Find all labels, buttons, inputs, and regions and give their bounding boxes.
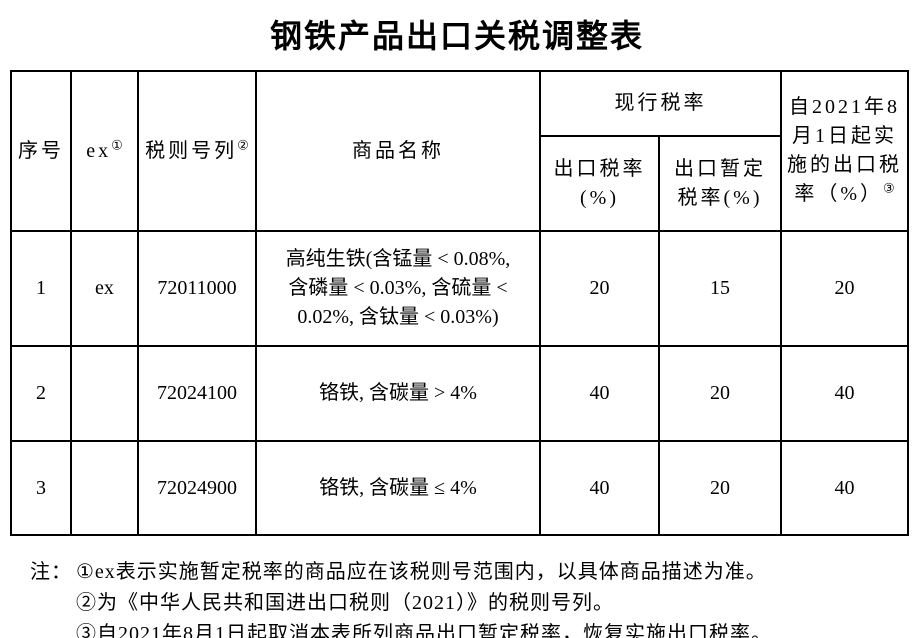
footnote-3-text: ③自2021年8月1日起取消本表所列商品出口暂定税率，恢复实施出口税率。 (76, 623, 772, 638)
footnotes: 注： ①ex表示实施暂定税率的商品应在该税则号范围内，以具体商品描述为准。 ②为… (30, 557, 914, 638)
footnote-indent-spacer (30, 588, 76, 619)
footnote-line-1: 注： ①ex表示实施暂定税率的商品应在该税则号范围内，以具体商品描述为准。 (30, 557, 914, 588)
page-title: 钢铁产品出口关税调整表 (269, 18, 644, 54)
table-row: 3 72024900 铬铁, 含碳量 ≤ 4% 40 20 40 (10, 440, 909, 536)
col-header-seq: 序号 (10, 70, 72, 232)
footnote-ref-3-icon: ③ (883, 180, 895, 196)
cell-seq: 1 (10, 230, 72, 347)
cell-new-rate: 40 (780, 345, 909, 442)
col-header-product-name-label: 商品名称 (352, 139, 444, 162)
document-page: 钢铁产品出口关税调整表 序号 ex① 税则号列② (0, 11, 914, 638)
header-row-sub: 出口税率 (%) 出口暂定 税率(%) (11, 135, 908, 232)
tariff-table: 序号 ex① 税则号列② 商品名称 现行税率 自2021年8 月1日起实 施的出… (10, 70, 909, 536)
cell-new-rate: 20 (780, 230, 909, 347)
col-header-provisional-rate: 出口暂定 税率(%) (658, 135, 782, 232)
cell-export-rate: 40 (539, 345, 660, 442)
header-row-top: 序号 ex① 税则号列② 商品名称 现行税率 自2021年8 月1日起实 施的出… (10, 70, 909, 232)
cell-provisional-rate: 20 (658, 440, 782, 536)
footnote-indent-spacer (30, 619, 76, 638)
col-header-new-rate-label: 自2021年8 月1日起实 施的出口税 率（%） (787, 96, 902, 205)
cell-new-rate: 40 (780, 440, 909, 536)
col-header-seq-label: 序号 (18, 139, 64, 162)
cell-provisional-rate: 15 (658, 230, 782, 347)
footnotes-label: 注： (30, 561, 72, 583)
cell-tariff-code: 72024100 (137, 345, 257, 442)
cell-product-name: 铬铁, 含碳量 > 4% (255, 345, 541, 442)
footnote-ref-1-icon: ① (111, 136, 123, 152)
footnote-line-3: ③自2021年8月1日起取消本表所列商品出口暂定税率，恢复实施出口税率。 (30, 619, 914, 638)
cell-provisional-rate: 20 (658, 345, 782, 442)
col-header-current-rate: 现行税率 (539, 70, 782, 137)
cell-product-name: 高纯生铁(含锰量 < 0.08%, 含磷量 < 0.03%, 含硫量 < 0.0… (255, 230, 541, 347)
cell-tariff-code: 72024900 (137, 440, 257, 536)
cell-ex: ex (70, 230, 139, 347)
cell-tariff-code: 72011000 (137, 230, 257, 347)
footnote-1-text: ①ex表示实施暂定税率的商品应在该税则号范围内，以具体商品描述为准。 (76, 561, 767, 583)
col-header-current-rate-label: 现行税率 (614, 92, 707, 114)
col-header-product-name: 商品名称 (255, 70, 541, 232)
col-header-tariff-code-label: 税则号列 (145, 139, 238, 162)
footnote-line-2: ②为《中华人民共和国进出口税则（2021）》的税则号列。 (30, 588, 914, 619)
cell-export-rate: 40 (539, 440, 660, 536)
col-header-ex: ex① (70, 70, 139, 232)
table-row: 1 ex 72011000 高纯生铁(含锰量 < 0.08%, 含磷量 < 0.… (10, 230, 909, 347)
col-header-export-rate: 出口税率 (%) (539, 135, 660, 232)
cell-product-name: 铬铁, 含碳量 ≤ 4% (255, 440, 541, 536)
cell-seq: 2 (10, 345, 72, 442)
cell-seq: 3 (10, 440, 72, 536)
col-header-tariff-code: 税则号列② (137, 70, 257, 232)
col-header-ex-label: ex (86, 139, 112, 162)
cell-ex (70, 440, 139, 536)
cell-ex (70, 345, 139, 442)
footnote-ref-2-icon: ② (237, 136, 249, 152)
table-row: 2 72024100 铬铁, 含碳量 > 4% 40 20 40 (10, 345, 909, 442)
cell-export-rate: 20 (539, 230, 660, 347)
footnote-2-text: ②为《中华人民共和国进出口税则（2021）》的税则号列。 (76, 592, 614, 614)
col-header-new-rate: 自2021年8 月1日起实 施的出口税 率（%）③ (780, 70, 909, 232)
